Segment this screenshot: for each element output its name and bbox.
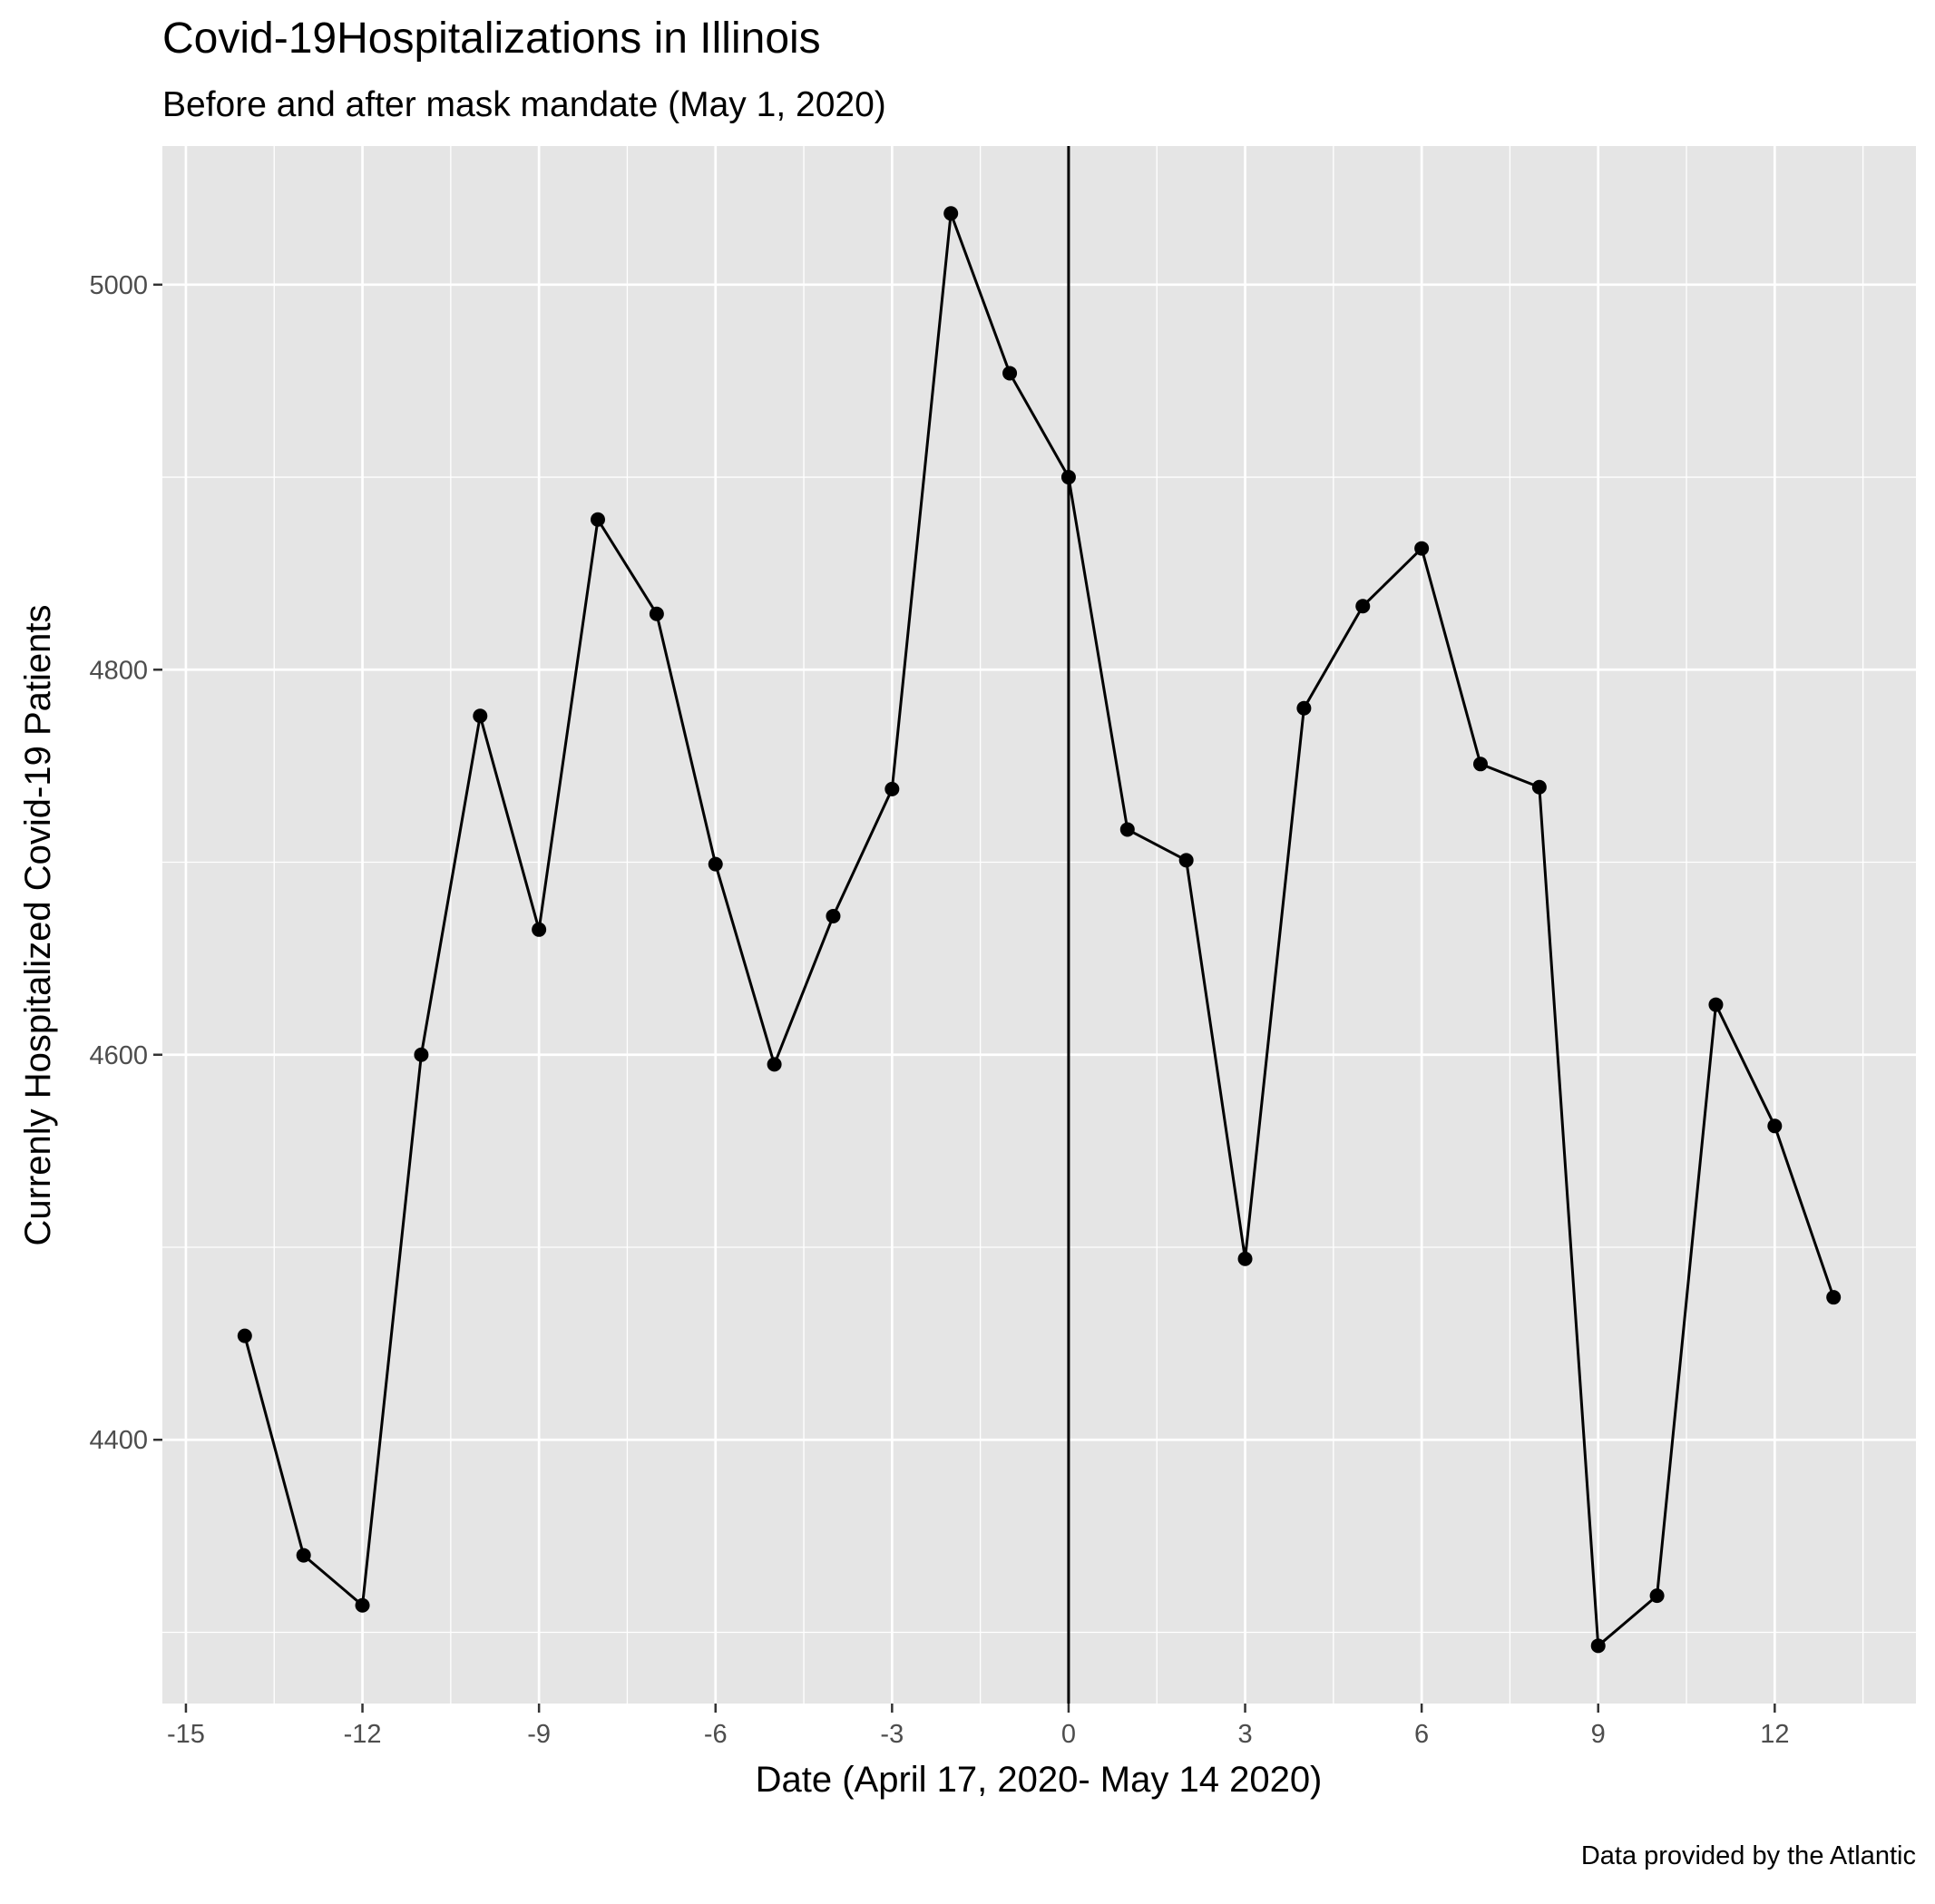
series-line-layer	[243, 211, 1835, 1647]
data-point	[532, 922, 547, 937]
x-tick-label: 9	[1591, 1720, 1606, 1749]
data-point	[1002, 366, 1018, 381]
x-axis-title: Date (April 17, 2020- May 14 2020)	[756, 1760, 1323, 1800]
data-point	[767, 1057, 782, 1072]
data-point	[355, 1597, 370, 1613]
data-points	[237, 206, 1842, 1654]
plot-panel	[162, 146, 1916, 1704]
data-point	[1237, 1251, 1253, 1266]
data-point	[1472, 757, 1488, 772]
y-tick-label: 4600	[89, 1041, 148, 1070]
data-point	[1355, 599, 1371, 614]
y-tick-label: 5000	[89, 271, 148, 300]
data-point	[237, 1328, 252, 1343]
x-axis-ticks: -15 -12 -9 -6 -3 0 3 6 9 12	[167, 1704, 1789, 1749]
data-point	[708, 856, 723, 872]
data-point	[591, 512, 606, 527]
data-point	[473, 708, 488, 724]
y-tick-label: 4400	[89, 1426, 148, 1455]
data-point	[1708, 997, 1724, 1012]
data-point	[826, 908, 841, 923]
x-tick-label: -12	[344, 1720, 382, 1749]
data-point	[1178, 853, 1194, 868]
y-tick-label: 4800	[89, 656, 148, 685]
series-line	[243, 211, 1835, 1647]
data-point	[1767, 1118, 1783, 1134]
y-axis-title: Currenly Hospitalized Covid-19 Patients	[18, 605, 58, 1246]
data-point	[1649, 1588, 1665, 1604]
data-point	[1060, 470, 1076, 485]
data-point	[1296, 700, 1312, 716]
minor-gridlines	[162, 146, 1916, 1704]
x-tick-label: -6	[704, 1720, 728, 1749]
data-point	[1531, 779, 1547, 795]
x-tick-label: -15	[167, 1720, 205, 1749]
data-point	[649, 606, 664, 621]
x-tick-label: -9	[527, 1720, 551, 1749]
x-tick-label: -3	[880, 1720, 904, 1749]
data-point	[1826, 1290, 1842, 1305]
data-point	[1590, 1638, 1606, 1654]
x-tick-label: 12	[1760, 1720, 1789, 1749]
data-point	[296, 1548, 311, 1563]
y-axis-ticks: 4400 4600 4800 5000	[89, 271, 162, 1455]
data-point	[414, 1047, 429, 1062]
data-point	[943, 206, 959, 221]
x-tick-label: 6	[1414, 1720, 1429, 1749]
x-tick-label: 0	[1061, 1720, 1076, 1749]
chart-caption: Data provided by the Atlantic	[1581, 1841, 1916, 1870]
x-tick-label: 3	[1237, 1720, 1252, 1749]
data-point	[884, 781, 900, 796]
chart-subtitle: Before and after mask mandate (May 1, 20…	[162, 85, 886, 124]
data-point	[1414, 541, 1430, 556]
chart-title: Covid-19Hospitalizations in Illinois	[162, 15, 821, 63]
data-point	[1119, 822, 1135, 837]
